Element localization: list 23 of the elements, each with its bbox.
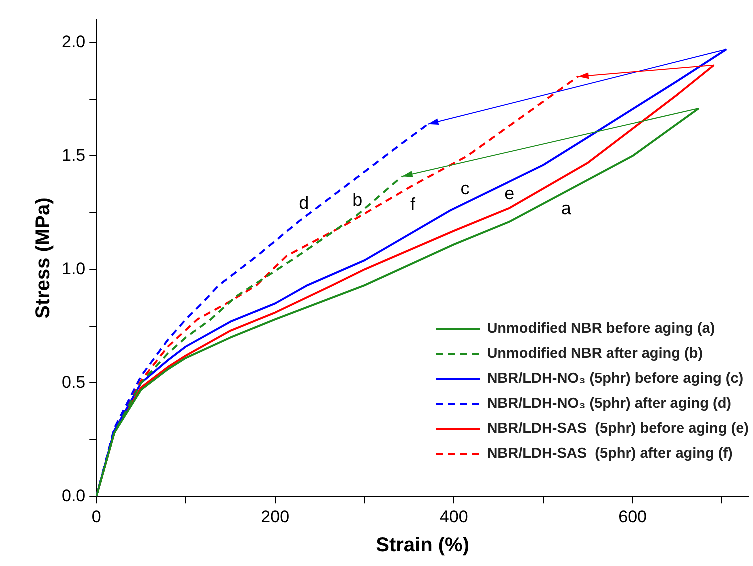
annotation: e [504, 183, 515, 204]
legend-label: NBR/LDH-NO₃ (5phr) before aging (c) [487, 370, 744, 386]
x-axis-title: Strain (%) [376, 534, 470, 557]
legend-label: Unmodified NBR after aging (b) [487, 346, 704, 362]
y-tick-label: 1.5 [62, 146, 86, 165]
legend-label: NBR/LDH-SAS (5phr) before aging (e) [487, 420, 749, 436]
legend-label: NBR/LDH-SAS (5phr) after aging (f) [487, 446, 733, 462]
x-tick-label: 200 [261, 507, 290, 526]
y-axis-title: Stress (MPa) [32, 198, 55, 319]
x-tick-label: 600 [618, 507, 648, 526]
y-tick-label: 2.0 [62, 32, 86, 52]
x-tick-label: 400 [440, 507, 468, 526]
y-tick-label: 1.0 [62, 259, 86, 278]
annotation: b [352, 190, 363, 210]
y-tick-label: 0.0 [62, 486, 86, 506]
x-tick-label: 0 [92, 507, 102, 526]
annotation: d [299, 192, 310, 213]
legend-label: NBR/LDH-NO₃ (5phr) after aging (d) [487, 396, 732, 412]
annotation: a [561, 198, 572, 219]
annotation: f [410, 194, 417, 215]
y-tick-label: 0.5 [62, 372, 86, 392]
annotation: c [460, 178, 470, 198]
legend-label: Unmodified NBR before aging (a) [487, 320, 716, 336]
